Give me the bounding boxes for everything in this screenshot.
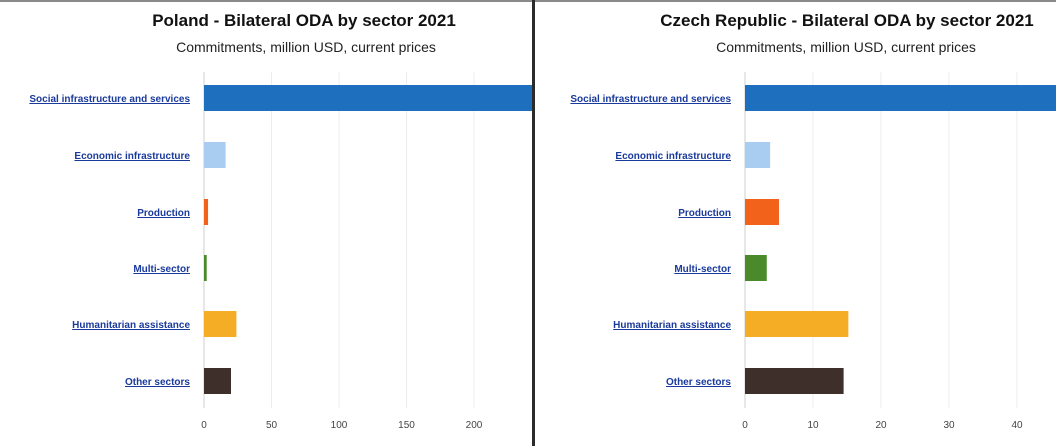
bar-social-infrastructure-and-services <box>745 85 1056 111</box>
category-label: Production <box>137 208 190 219</box>
x-tick-label: 10 <box>807 420 819 431</box>
chart-panel-poland: Poland - Bilateral ODA by sector 2021 Co… <box>29 11 532 431</box>
category-label: Social infrastructure and services <box>29 94 190 105</box>
x-tick-label: 20 <box>875 420 887 431</box>
x-tick-label: 30 <box>943 420 955 431</box>
bar-chart-poland: 0 50 100 150 200 Social infrastructure and se… <box>29 72 532 431</box>
top-border <box>0 0 1056 2</box>
x-tick-label: 50 <box>266 420 278 431</box>
bar-social-infrastructure-and-services <box>204 85 532 111</box>
chart-title: Czech Republic - Bilateral ODA by sector… <box>660 11 1034 30</box>
bar-multi-sector <box>745 255 767 281</box>
bar-humanitarian-assistance <box>204 311 237 337</box>
x-tick-label: 40 <box>1011 420 1023 431</box>
chart-subtitle: Commitments, million USD, current prices <box>716 39 976 55</box>
bar-humanitarian-assistance <box>745 311 849 337</box>
category-label: Multi-sector <box>674 264 731 275</box>
bar-production <box>204 199 209 225</box>
category-label: Other sectors <box>666 377 731 388</box>
bar-other-sectors <box>745 368 844 394</box>
x-tick-label: 150 <box>398 420 415 431</box>
bar-economic-infrastructure <box>204 142 226 168</box>
chart-subtitle: Commitments, million USD, current prices <box>176 39 436 55</box>
bar-multi-sector <box>204 255 207 281</box>
chart-title: Poland - Bilateral ODA by sector 2021 <box>152 11 456 30</box>
x-tick-label: 100 <box>331 420 348 431</box>
category-label: Economic infrastructure <box>74 151 190 162</box>
x-tick-label: 200 <box>466 420 483 431</box>
category-label: Humanitarian assistance <box>72 320 190 331</box>
x-tick-label: 0 <box>201 420 207 431</box>
chart-panel-czech-republic: Czech Republic - Bilateral ODA by sector… <box>535 0 1056 446</box>
category-label: Economic infrastructure <box>615 151 731 162</box>
category-label: Humanitarian assistance <box>613 320 731 331</box>
bar-other-sectors <box>204 368 231 394</box>
panel-divider <box>532 0 535 446</box>
category-label: Multi-sector <box>133 264 190 275</box>
category-label: Production <box>678 208 731 219</box>
x-tick-label: 0 <box>742 420 748 431</box>
bar-chart-czech-republic: 0 10 20 30 40 Social infrastructure and servi… <box>570 72 1056 431</box>
category-label: Other sectors <box>125 377 190 388</box>
bar-economic-infrastructure <box>745 142 771 168</box>
bar-production <box>745 199 779 225</box>
category-label: Social infrastructure and services <box>570 94 731 105</box>
